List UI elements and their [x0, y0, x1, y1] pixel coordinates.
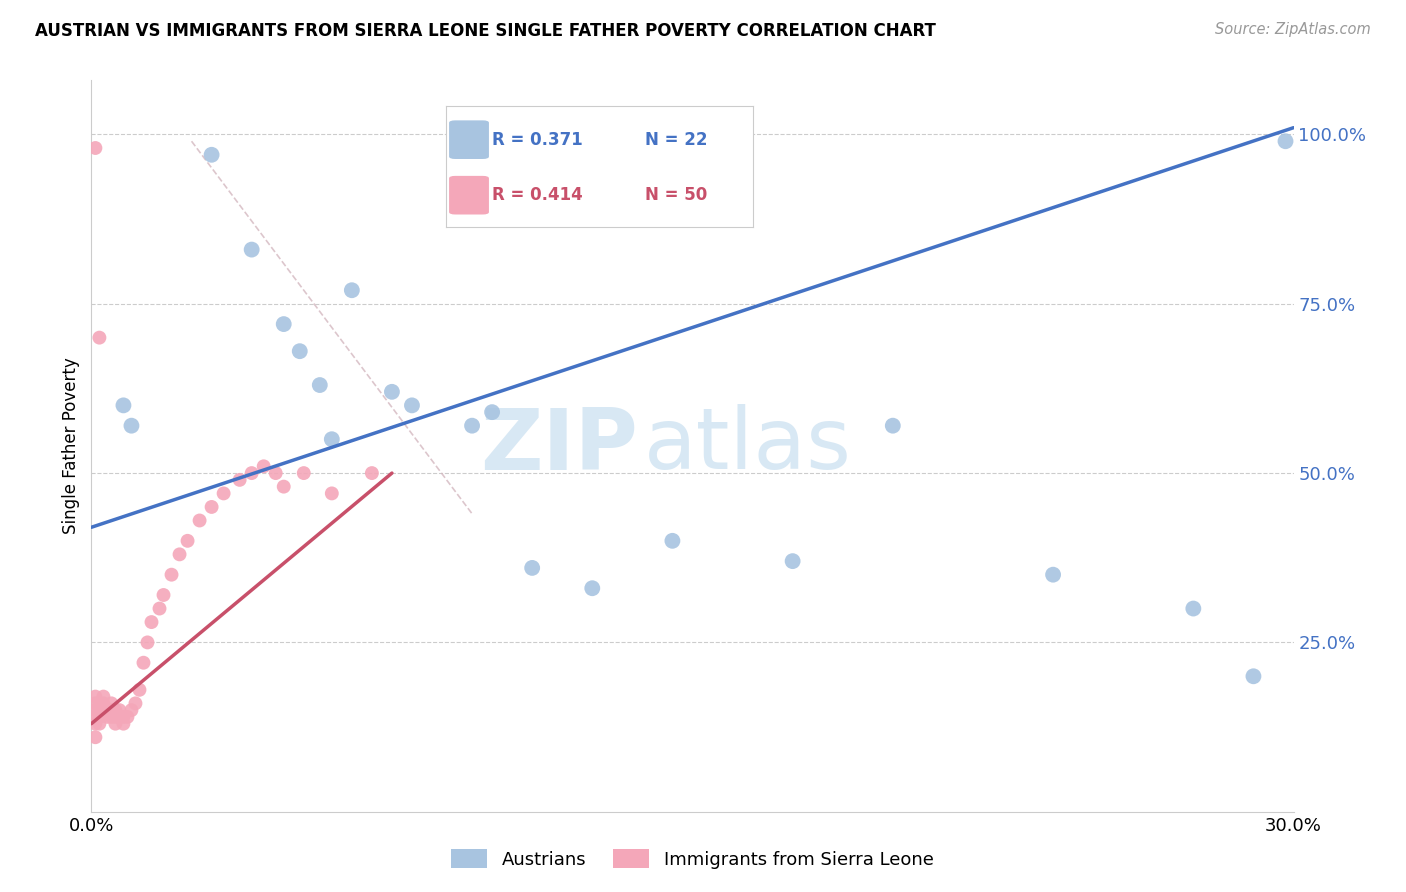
Point	[104, 703, 127, 717]
Point	[117, 710, 139, 724]
Point	[89, 697, 111, 711]
Point	[121, 703, 143, 717]
Point	[93, 697, 115, 711]
Point	[401, 398, 423, 412]
Point	[96, 703, 118, 717]
Point	[273, 480, 295, 494]
Point	[84, 703, 107, 717]
Point	[89, 716, 111, 731]
Point	[160, 567, 183, 582]
Point	[108, 710, 131, 724]
Point	[321, 486, 343, 500]
Point	[661, 533, 683, 548]
Point	[228, 473, 250, 487]
Point	[89, 710, 111, 724]
Point	[176, 533, 198, 548]
Text: atlas: atlas	[644, 404, 852, 488]
Point	[84, 141, 107, 155]
Point	[112, 710, 135, 724]
Point	[188, 514, 211, 528]
Point	[152, 588, 174, 602]
Text: ZIP: ZIP	[481, 404, 638, 488]
Point	[104, 710, 127, 724]
Point	[141, 615, 163, 629]
Point	[288, 344, 311, 359]
Text: AUSTRIAN VS IMMIGRANTS FROM SIERRA LEONE SINGLE FATHER POVERTY CORRELATION CHART: AUSTRIAN VS IMMIGRANTS FROM SIERRA LEONE…	[35, 22, 936, 40]
Point	[240, 243, 263, 257]
Point	[340, 283, 363, 297]
Text: Source: ZipAtlas.com: Source: ZipAtlas.com	[1215, 22, 1371, 37]
Point	[264, 466, 287, 480]
Point	[96, 710, 118, 724]
Point	[1274, 134, 1296, 148]
Point	[121, 418, 143, 433]
Point	[1243, 669, 1265, 683]
Y-axis label: Single Father Poverty: Single Father Poverty	[62, 358, 80, 534]
Point	[136, 635, 159, 649]
Point	[253, 459, 276, 474]
Point	[148, 601, 170, 615]
Point	[100, 710, 122, 724]
Point	[112, 398, 135, 412]
Point	[882, 418, 904, 433]
Point	[522, 561, 544, 575]
Point	[461, 418, 484, 433]
Point	[581, 581, 603, 595]
Point	[108, 703, 131, 717]
Point	[273, 317, 295, 331]
Point	[84, 730, 107, 744]
Point	[84, 690, 107, 704]
Point	[89, 331, 111, 345]
Point	[128, 682, 150, 697]
Point	[240, 466, 263, 480]
Point	[93, 690, 115, 704]
Point	[381, 384, 404, 399]
Point	[100, 697, 122, 711]
Point	[112, 716, 135, 731]
Point	[100, 703, 122, 717]
Point	[360, 466, 382, 480]
Point	[201, 148, 224, 162]
Point	[84, 697, 107, 711]
Legend: Austrians, Immigrants from Sierra Leone: Austrians, Immigrants from Sierra Leone	[444, 842, 941, 876]
Point	[169, 547, 191, 561]
Point	[1182, 601, 1205, 615]
Point	[84, 710, 107, 724]
Point	[84, 716, 107, 731]
Point	[1042, 567, 1064, 582]
Point	[132, 656, 155, 670]
Point	[201, 500, 224, 514]
Point	[292, 466, 315, 480]
Point	[104, 716, 127, 731]
Point	[321, 432, 343, 446]
Point	[481, 405, 503, 419]
Point	[308, 378, 330, 392]
Point	[89, 703, 111, 717]
Point	[782, 554, 804, 568]
Point	[212, 486, 235, 500]
Point	[124, 697, 146, 711]
Point	[93, 703, 115, 717]
